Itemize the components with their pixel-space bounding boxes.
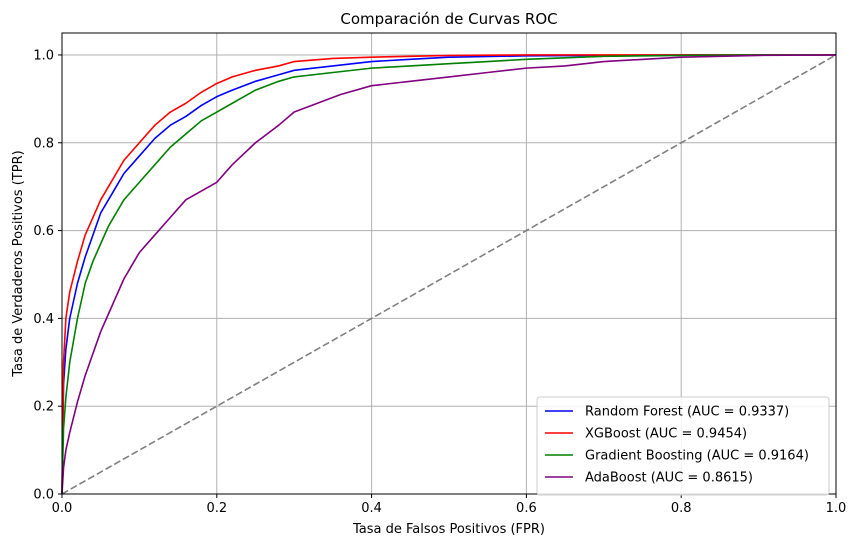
roc-line-random-forest: [61, 54, 836, 495]
axis-ticks: 0.0 0.2 0.4 0.6 0.8 1.0 0.0 0.2 0.4 0.6 0.8 1.0: [33, 48, 846, 516]
y-tick-label: 1.0: [33, 48, 54, 63]
legend: Random Forest (AUC = 0.9337) XGBoost (AUC…: [536, 396, 830, 496]
legend-label-gradient-boosting: Gradient Boosting (AUC = 0.9164): [585, 449, 809, 464]
plot-area-frame: [61, 32, 837, 495]
y-tick-label: 0.2: [33, 400, 54, 415]
y-tick-label: 0.4: [33, 312, 54, 327]
series-layer: [61, 54, 837, 495]
chance-diagonal-line: [61, 54, 837, 495]
x-tick-label: 0.8: [671, 501, 692, 516]
legend-label-xgboost: XGBoost (AUC = 0.9454): [585, 427, 747, 442]
y-tick-label: 0.0: [33, 488, 54, 503]
x-axis-label: Tasa de Falsos Positivos (FPR): [352, 522, 545, 537]
chart-title: Comparación de Curvas ROC: [340, 10, 557, 28]
x-tick-label: 0.0: [52, 501, 73, 516]
x-tick-label: 0.2: [206, 501, 227, 516]
roc-line-gradient-boosting: [61, 54, 836, 495]
x-tick-label: 0.4: [361, 501, 382, 516]
y-tick-label: 0.6: [33, 224, 54, 239]
y-tick-label: 0.8: [33, 136, 54, 151]
legend-label-adaboost: AdaBoost (AUC = 0.8615): [585, 471, 753, 486]
legend-box: [536, 396, 830, 496]
legend-label-random-forest: Random Forest (AUC = 0.9337): [585, 405, 789, 420]
x-tick-label: 1.0: [826, 501, 847, 516]
roc-line-xgboost: [61, 54, 836, 495]
y-axis-label: Tasa de Verdaderos Positivos (TPR): [11, 150, 26, 377]
x-tick-label: 0.6: [516, 501, 537, 516]
roc-line-adaboost: [61, 54, 837, 495]
